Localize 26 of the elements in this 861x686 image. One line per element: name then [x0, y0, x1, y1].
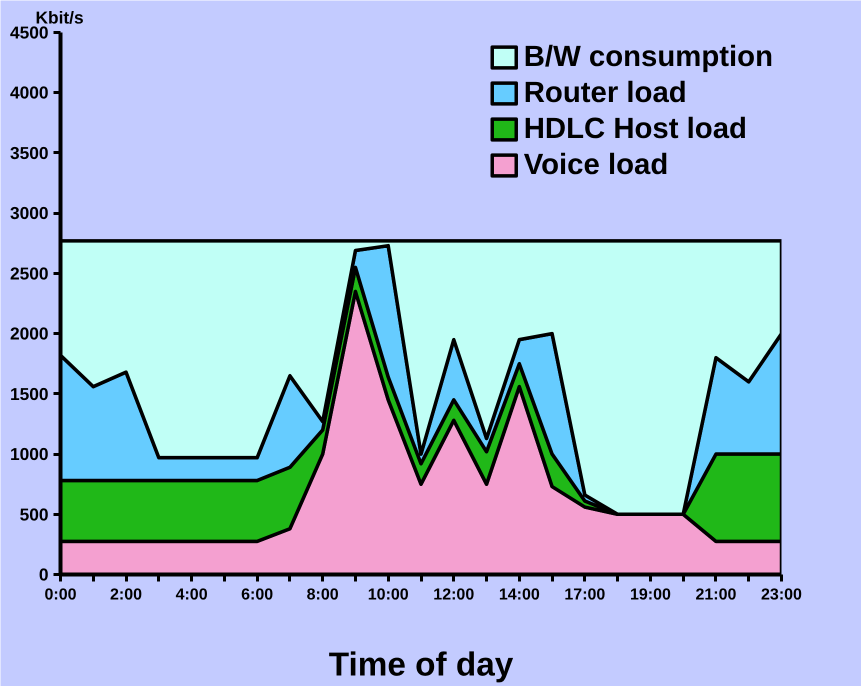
x-tick-label: 12:00 [433, 586, 474, 604]
x-tick-label: 0:00 [44, 586, 77, 604]
y-tick-label: 3000 [10, 203, 49, 224]
y-tick-label: 3500 [10, 142, 49, 163]
y-tick-label: 2000 [10, 324, 49, 344]
legend-label: Voice load [524, 148, 668, 182]
x-tick-label: 14:00 [498, 586, 540, 604]
x-tick-label: 19:00 [630, 586, 671, 604]
x-tick-label: 6:00 [241, 586, 274, 604]
x-tick-label: 2:00 [110, 586, 142, 604]
x-tick-label: 17:00 [564, 586, 606, 604]
y-tick-label: 1000 [10, 444, 49, 464]
x-tick-label: 10:00 [368, 586, 409, 604]
legend-label: B/W consumption [524, 40, 773, 74]
y-tick-label: 4000 [10, 82, 49, 103]
x-axis-title: Time of day [328, 646, 514, 684]
x-tick-label: 4:00 [176, 586, 208, 604]
x-tick-label: 8:00 [306, 586, 339, 604]
y-tick-label: 2500 [10, 263, 49, 284]
y-tick-label: 0 [38, 564, 49, 584]
y-tick-label: 1500 [10, 384, 49, 404]
x-tick-label: 21:00 [695, 586, 737, 604]
x-tick-label: 23:00 [761, 586, 802, 604]
legend-label: HDLC Host load [524, 112, 747, 146]
legend-label: Router load [524, 76, 687, 110]
y-tick-label: 500 [20, 504, 49, 524]
